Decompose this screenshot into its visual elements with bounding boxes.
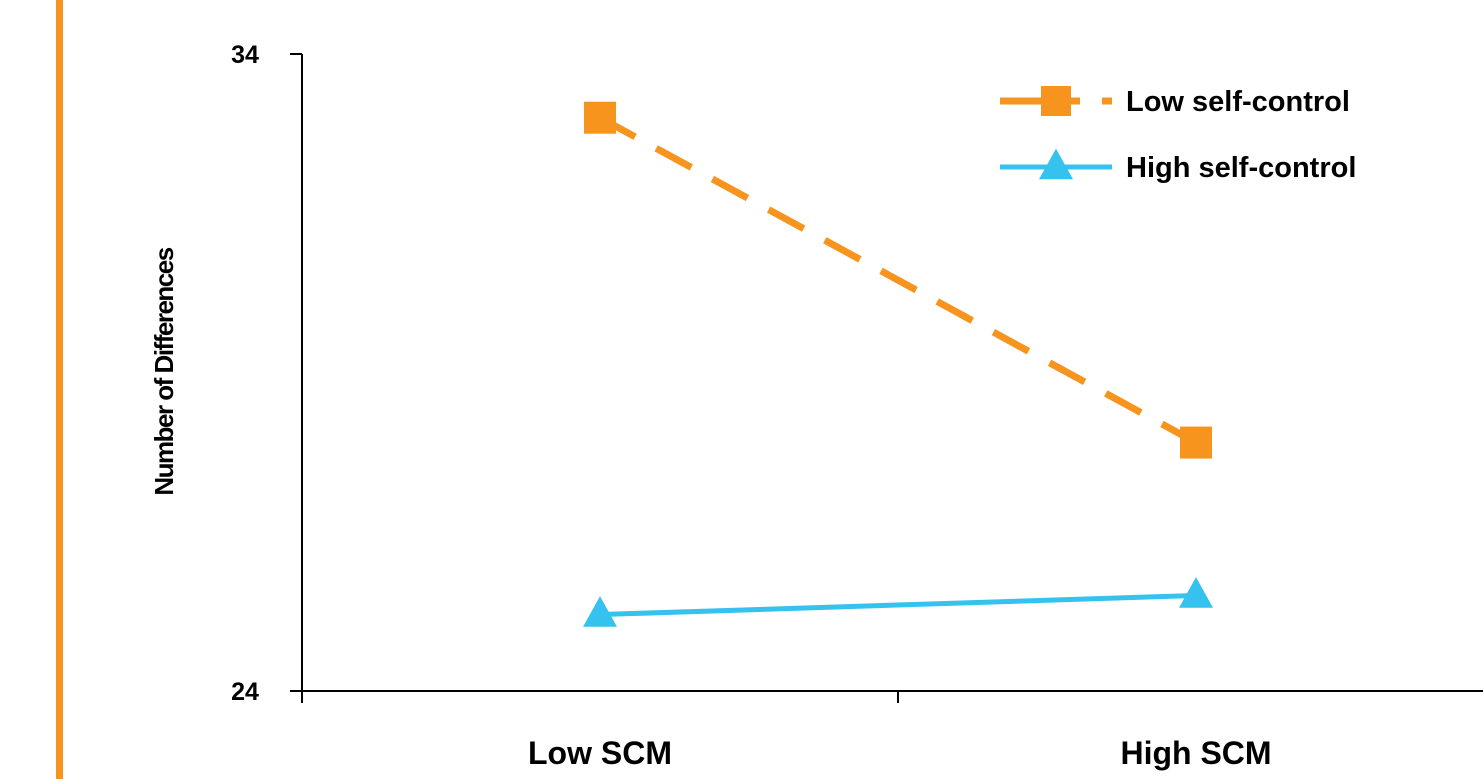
legend-marker-0 bbox=[1041, 86, 1071, 116]
series-point-0 bbox=[1180, 426, 1212, 459]
chart-series bbox=[583, 101, 1213, 627]
legend-marker-1 bbox=[1039, 148, 1073, 180]
accent-bar bbox=[56, 0, 63, 779]
x-tick-label: High SCM bbox=[1120, 735, 1271, 771]
series-point-1 bbox=[583, 596, 617, 627]
series-point-0 bbox=[584, 101, 616, 134]
chart-axes: 34 24 Low SCM High SCM bbox=[231, 41, 1483, 771]
series-point-1 bbox=[1179, 577, 1213, 608]
y-tick-label: 34 bbox=[231, 41, 259, 69]
y-axis-title: Number of Differences bbox=[149, 247, 179, 495]
legend-label-0: Low self-control bbox=[1126, 86, 1350, 118]
chart-legend: Low self-control High self-control bbox=[1000, 86, 1356, 184]
series-line-1 bbox=[599, 592, 1197, 618]
series-line-0 bbox=[598, 114, 1198, 446]
legend-label-1: High self-control bbox=[1126, 152, 1356, 184]
y-tick-label: 24 bbox=[231, 678, 259, 706]
x-tick-label: Low SCM bbox=[528, 735, 672, 771]
